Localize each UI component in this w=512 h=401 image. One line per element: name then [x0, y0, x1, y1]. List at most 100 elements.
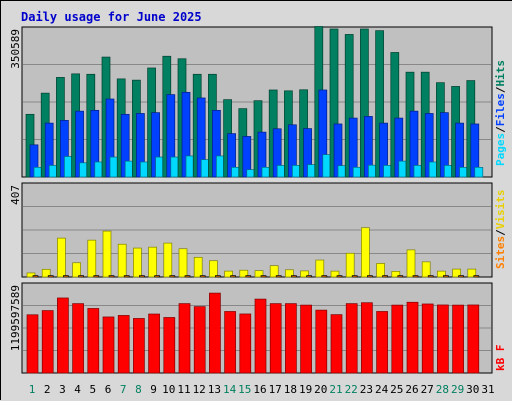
- bar-visits-day-12: [193, 256, 203, 278]
- bar-visits-day-17: [269, 265, 279, 278]
- bar-kbf-day-18: [285, 303, 297, 374]
- bar-sites-day-9: [154, 275, 160, 278]
- bar-pages-day-29: [459, 167, 468, 178]
- bar-kbf-day-2: [41, 310, 54, 374]
- x-tick-29: 29: [451, 383, 464, 396]
- x-tick-7: 7: [120, 383, 127, 396]
- bar-pages-day-18: [292, 165, 301, 178]
- bar-kbf-day-19: [300, 304, 312, 374]
- bar-kbf-day-6: [102, 316, 115, 374]
- bar-pages-day-14: [231, 167, 240, 178]
- x-tick-6: 6: [105, 383, 112, 396]
- x-tick-4: 4: [74, 383, 81, 396]
- bar-visits-day-14: [224, 270, 233, 278]
- x-tick-31: 31: [481, 383, 494, 396]
- bar-visits-day-13: [209, 260, 218, 278]
- bar-pages-day-30: [474, 167, 484, 178]
- bar-pages-day-19: [307, 164, 316, 178]
- bar-pages-day-24: [383, 165, 392, 178]
- bar-sites-day-26: [412, 275, 419, 278]
- x-tick-27: 27: [421, 383, 434, 396]
- top-axis-max: 350589: [9, 29, 22, 69]
- bar-sites-day-15: [245, 275, 252, 278]
- bar-visits-day-6: [102, 230, 112, 278]
- bar-sites-day-19: [306, 275, 312, 278]
- bar-visits-day-25: [391, 270, 401, 278]
- bar-kbf-day-30: [467, 304, 480, 374]
- bar-pages-day-15: [246, 169, 256, 178]
- bar-sites-day-13: [215, 275, 221, 278]
- bar-visits-day-28: [437, 270, 446, 278]
- bar-kbf-day-26: [406, 301, 419, 374]
- bar-pages-day-16: [261, 167, 271, 178]
- bar-visits-day-9: [148, 246, 157, 278]
- bar-sites-day-20: [321, 275, 328, 278]
- bar-kbf-day-21: [330, 314, 343, 374]
- legend-sep-2: /: [494, 86, 507, 93]
- bar-sites-day-11: [184, 275, 191, 278]
- bar-visits-day-11: [178, 248, 188, 278]
- bar-kbf-day-17: [269, 303, 282, 374]
- bar-sites-day-23: [367, 275, 373, 278]
- bar-kbf-day-27: [421, 303, 434, 374]
- x-tick-12: 12: [193, 383, 206, 396]
- x-tick-23: 23: [360, 383, 373, 396]
- bar-visits-day-3: [57, 237, 66, 278]
- x-tick-11: 11: [177, 383, 190, 396]
- bar-pages-day-17: [276, 165, 286, 178]
- legend-sites: Sites: [494, 236, 507, 269]
- x-tick-13: 13: [208, 383, 221, 396]
- bar-kbf-day-4: [72, 303, 84, 374]
- bar-sites-day-21: [336, 275, 343, 278]
- x-tick-14: 14: [223, 383, 237, 396]
- bottom-axis-max: 1199597589: [9, 285, 22, 351]
- x-tick-20: 20: [314, 383, 327, 396]
- x-tick-21: 21: [329, 383, 342, 396]
- bar-sites-day-18: [291, 275, 297, 278]
- bar-kbf-day-28: [437, 304, 449, 374]
- bottom-legend: kB F: [494, 345, 507, 372]
- bar-pages-day-21: [337, 165, 347, 178]
- bar-visits-day-19: [300, 270, 309, 278]
- bar-kbf-day-10: [163, 317, 176, 374]
- bar-pages-day-5: [94, 161, 104, 178]
- svg-text:Sites/Visits: Sites/Visits: [494, 190, 507, 270]
- bar-kbf-day-14: [224, 311, 236, 374]
- top-legend: Pages/Files/Hits: [494, 60, 507, 166]
- bar-pages-day-20: [322, 154, 332, 178]
- bar-visits-day-7: [117, 243, 127, 278]
- bar-kbf-day-23: [361, 302, 373, 374]
- x-tick-28: 28: [436, 383, 449, 396]
- bar-visits-day-30: [467, 268, 477, 278]
- bar-visits-day-2: [41, 268, 51, 278]
- bar-pages-day-23: [368, 164, 377, 178]
- bar-sites-day-30: [473, 275, 480, 278]
- bar-sites-day-3: [63, 275, 69, 278]
- chart-title: Daily usage for June 2025: [21, 10, 202, 24]
- x-tick-26: 26: [405, 383, 418, 396]
- bar-sites-day-1: [32, 275, 39, 278]
- bar-visits-day-23: [361, 227, 370, 278]
- bar-pages-day-25: [398, 160, 408, 178]
- x-tick-2: 2: [44, 383, 51, 396]
- x-tick-18: 18: [284, 383, 297, 396]
- x-tick-10: 10: [162, 383, 175, 396]
- bar-kbf-day-5: [87, 308, 100, 374]
- bar-visits-day-18: [285, 269, 294, 278]
- bar-visits-day-4: [72, 262, 81, 278]
- legend-pages: Pages: [494, 133, 507, 166]
- bar-visits-day-8: [133, 247, 142, 278]
- bar-pages-day-13: [216, 155, 225, 178]
- x-tick-16: 16: [253, 383, 266, 396]
- x-tick-19: 19: [299, 383, 312, 396]
- bar-visits-day-22: [345, 252, 355, 278]
- legend-sep-1: /: [494, 126, 507, 133]
- bar-sites-day-27: [427, 275, 434, 278]
- bar-sites-day-6: [108, 275, 115, 278]
- bars: [25, 26, 484, 374]
- bar-pages-day-7: [124, 160, 134, 178]
- bar-kbf-day-11: [178, 303, 191, 374]
- bar-visits-day-16: [254, 270, 264, 278]
- x-tick-30: 30: [466, 383, 479, 396]
